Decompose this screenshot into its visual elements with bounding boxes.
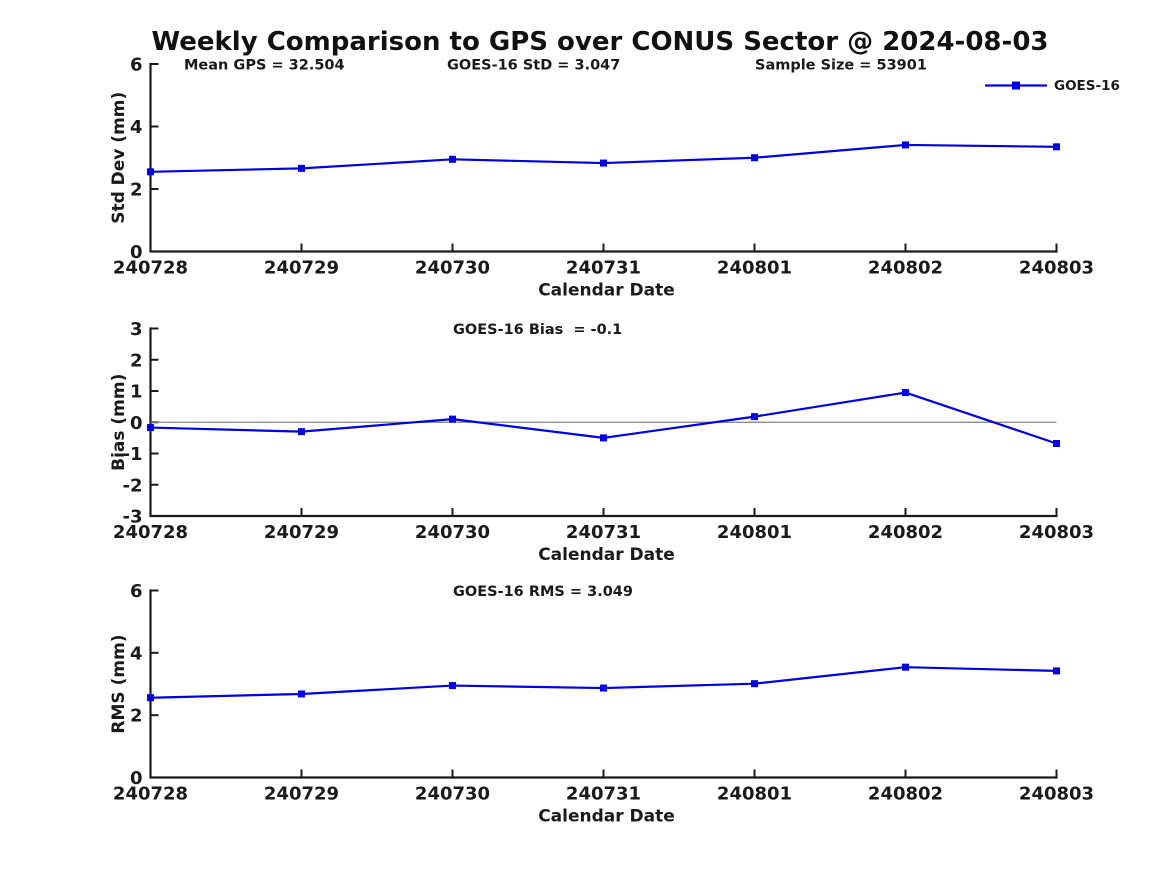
x-tick-label: 240802 [868,258,943,279]
x-tick-label: 240731 [566,522,641,543]
y-tick-label: 0 [130,768,143,789]
legend-label: GOES-16 [1054,78,1120,94]
x-tick-label: 240802 [868,784,943,805]
subplot-stddev: 0 2 4 6 240728 240729 240730 240731 240801 240802… [109,55,1120,301]
series-marker [449,415,456,423]
axis-spines [149,62,1058,253]
y-tick-label: 4 [130,117,143,138]
x-tick-label: 240729 [264,784,339,805]
x-tick-label: 240801 [717,258,792,279]
series-marker [751,680,758,688]
annotation: GOES-16 Bias = -0.1 [453,322,622,338]
series-marker [902,389,909,397]
x-tick-label: 240803 [1019,784,1094,805]
y-tick-label: 6 [130,581,143,602]
series-marker [147,424,154,432]
series-marker [298,164,305,172]
series-marker [1053,440,1060,447]
x-tick-label: 240728 [113,258,188,279]
x-tick-label: 240728 [113,522,188,543]
y-tick-label: 3 [130,319,143,340]
x-axis-label: Calendar Date [538,807,675,827]
subplot-bias: -3 -2 -1 0 1 2 3 240728 240729 240730 240731 240801… [109,319,1094,565]
annotation: GOES-16 StD = 3.047 [447,58,620,74]
series-line [150,143,1057,173]
series-marker [902,663,909,671]
legend: GOES-16 [985,78,1120,94]
axis-spines [149,589,1058,779]
y-tick-label: 6 [130,55,143,76]
x-tick-label: 240729 [264,258,339,279]
x-tick-label: 240731 [566,258,641,279]
series-marker [600,159,607,167]
y-tick-label: 2 [130,706,143,727]
x-tick-label: 240801 [717,522,792,543]
x-tick-label: 240803 [1019,522,1094,543]
series-marker [902,141,909,149]
x-tick-label: 240803 [1019,258,1094,279]
x-tick-label: 240730 [415,784,490,805]
y-tick-label: -1 [123,444,143,465]
x-tick-label: 240730 [415,522,490,543]
series-marker [449,682,456,690]
series-line [150,666,1057,699]
series-marker [147,694,154,702]
x-tick-label: 240731 [566,784,641,805]
y-tick-label: 1 [130,382,143,403]
annotation: Mean GPS = 32.504 [184,58,345,74]
series-marker [449,155,456,163]
annotation: GOES-16 RMS = 3.049 [453,584,633,600]
x-axis-label: Calendar Date [538,281,675,301]
y-tick-label: 2 [130,180,143,201]
x-tick-label: 240730 [415,258,490,279]
chart-title: Weekly Comparison to GPS over CONUS Sect… [151,27,1049,57]
series-marker [751,154,758,162]
x-tick-label: 240801 [717,784,792,805]
series-marker [600,684,607,692]
y-axis-label: Bias (mm) [109,374,129,471]
series-marker [147,168,154,176]
y-axis-label: RMS (mm) [109,634,129,733]
x-tick-label: 240802 [868,522,943,543]
y-axis-label: Std Dev (mm) [109,92,129,224]
series-marker [298,428,305,436]
y-tick-label: -3 [123,507,143,528]
x-tick-label: 240729 [264,522,339,543]
series-marker [1053,143,1060,151]
y-tick-label: -2 [123,475,143,496]
series-marker [298,690,305,698]
annotation: Sample Size = 53901 [755,58,927,74]
y-tick-label: 0 [130,413,143,434]
x-axis-label: Calendar Date [538,545,675,565]
y-tick-label: 2 [130,350,143,371]
series-marker [1053,667,1060,675]
x-tick-label: 240728 [113,784,188,805]
y-tick-label: 0 [130,242,143,263]
subplot-rms: 0 2 4 6 240728 240729 240730 240731 240801 240802… [109,581,1094,827]
series-marker [600,434,607,442]
y-tick-label: 4 [130,643,143,664]
series-marker [751,413,758,421]
legend-marker [1012,81,1020,90]
